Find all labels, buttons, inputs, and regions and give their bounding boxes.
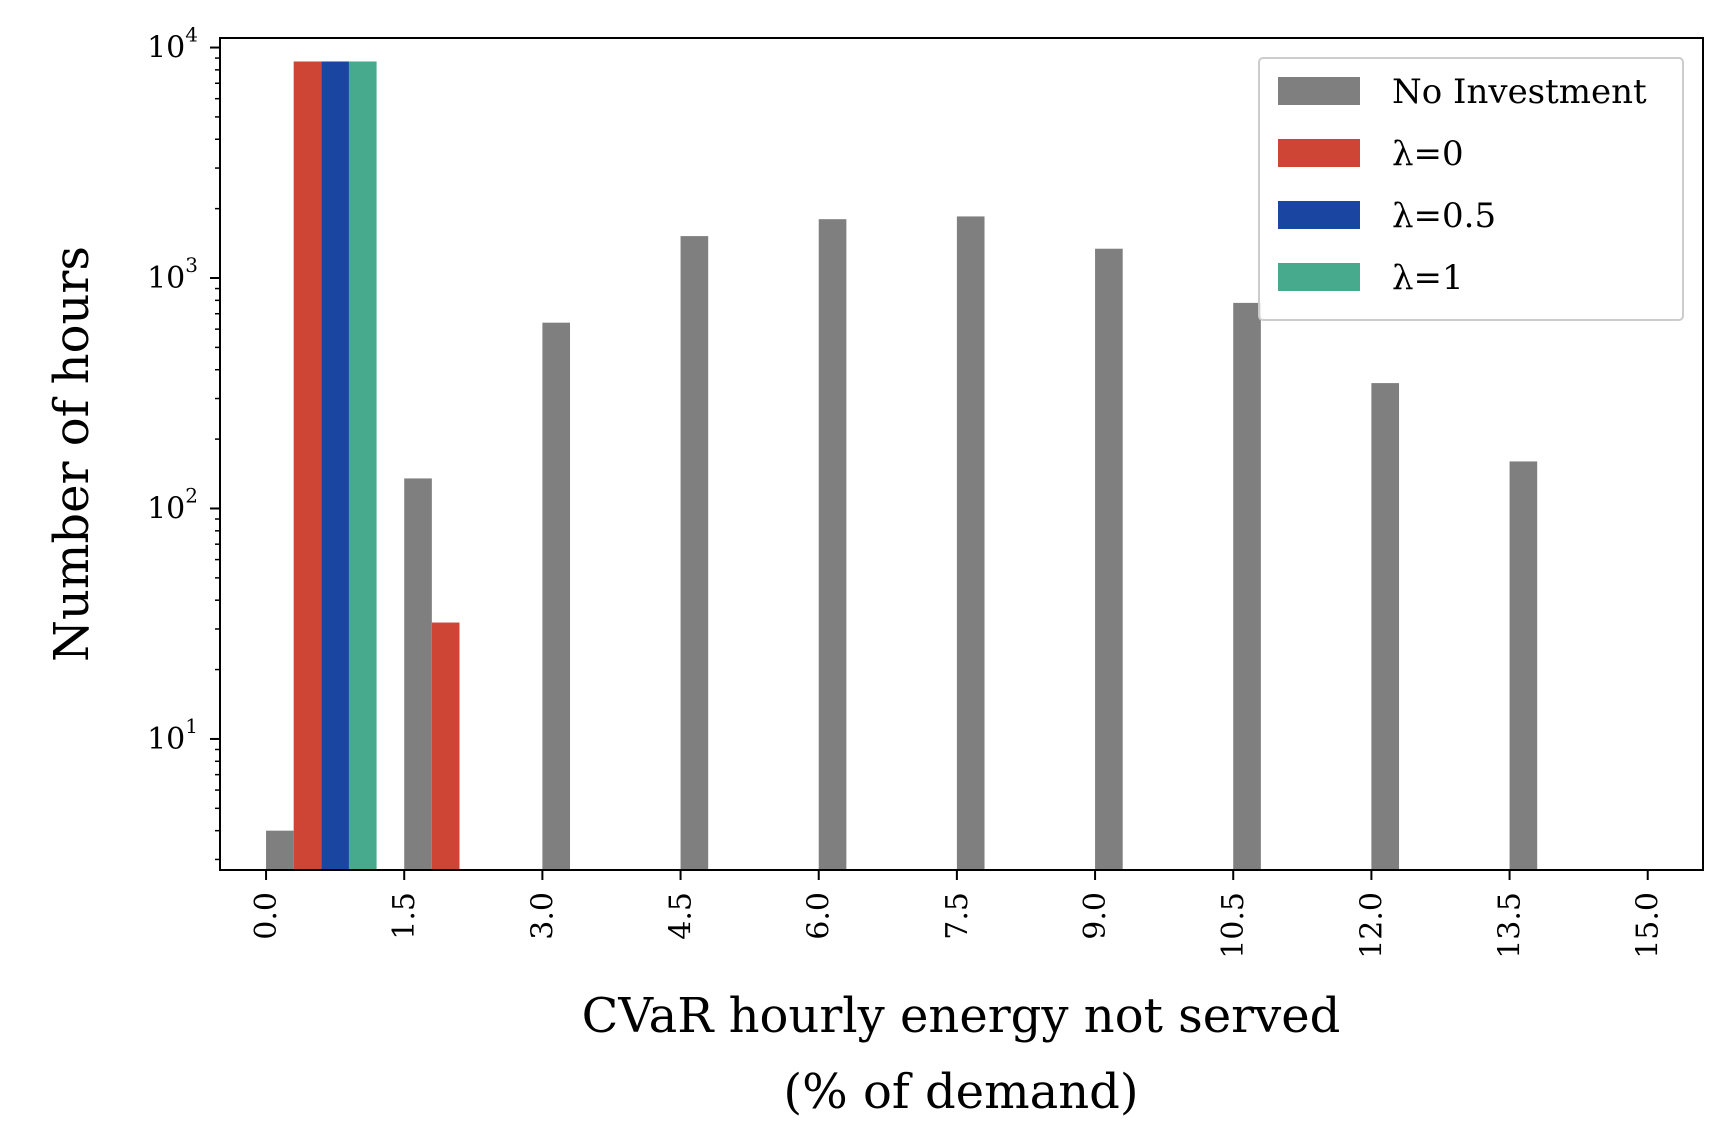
legend-swatch-0 (1278, 77, 1360, 105)
bar-series-0-bin-8 (1371, 383, 1400, 870)
x-axis-ticks: 0.0 1.5 3.0 4.5 6.0 7.5 9.0 10.5 12.0 13.5 15.0 (249, 870, 1666, 959)
y-tick-exponent: 4 (185, 23, 198, 47)
y-tick-exponent: 1 (185, 714, 198, 738)
legend-swatch-3 (1278, 263, 1360, 291)
bar-series-0-bin-7 (1233, 302, 1261, 870)
legend-label-2: λ=0.5 (1392, 196, 1496, 236)
x-axis-title-line2: (% of demand) (783, 1064, 1138, 1120)
legend-label-0: No Investment (1392, 72, 1647, 112)
bar-series-2-bin-0 (321, 61, 349, 871)
y-axis-title: Number of hours (44, 246, 100, 662)
x-tick-label: 12.0 (1354, 892, 1389, 959)
y-tick-base: 10 (147, 722, 185, 757)
y-tick-base: 10 (147, 31, 185, 66)
bar-series-0-bin-9 (1509, 461, 1538, 870)
y-tick-base: 10 (147, 261, 185, 296)
x-tick-label: 6.0 (802, 892, 837, 940)
bar-series-0-bin-6 (1095, 248, 1123, 871)
legend-frame (1258, 57, 1684, 321)
bar-series-0-bin-2 (542, 322, 571, 870)
y-tick-base: 10 (147, 491, 185, 526)
bar-series-0-bin-0 (266, 830, 294, 870)
x-tick-label: 3.0 (525, 892, 560, 940)
legend-swatch-1 (1278, 139, 1360, 167)
y-tick-label: 102 (147, 483, 198, 526)
x-tick-label: 9.0 (1078, 892, 1113, 940)
x-tick-label: 4.5 (664, 892, 699, 940)
bar-series-0-bin-5 (956, 216, 985, 870)
bar-series-0-bin-4 (818, 219, 847, 870)
y-tick-exponent: 3 (185, 253, 198, 277)
bar-series-0-bin-3 (680, 236, 709, 871)
x-tick-label: 1.5 (387, 892, 422, 940)
legend-label-1: λ=0 (1392, 134, 1464, 174)
y-tick-label: 103 (147, 253, 198, 296)
y-tick-exponent: 2 (185, 483, 198, 507)
x-axis-title-line1: CVaR hourly energy not served (582, 988, 1341, 1044)
bars-layer (266, 61, 1538, 871)
bar-series-1-bin-1 (431, 622, 460, 870)
bar-series-0-bin-1 (404, 478, 432, 870)
legend-label-3: λ=1 (1392, 258, 1464, 298)
plot-frame (219, 37, 1704, 871)
x-tick-label: 13.5 (1493, 892, 1528, 959)
x-tick-label: 15.0 (1631, 892, 1666, 959)
bar-series-3-bin-0 (348, 61, 377, 871)
bar-series-1-bin-0 (293, 61, 322, 871)
y-tick-label: 104 (147, 23, 198, 66)
legend-swatch-2 (1278, 201, 1360, 229)
y-tick-label: 101 (147, 714, 198, 757)
legend: No Investment λ=0 λ=0.5 λ=1 (1258, 57, 1684, 321)
x-tick-label: 7.5 (940, 892, 975, 940)
x-tick-label: 0.0 (249, 892, 284, 940)
x-tick-label: 10.5 (1216, 892, 1251, 959)
